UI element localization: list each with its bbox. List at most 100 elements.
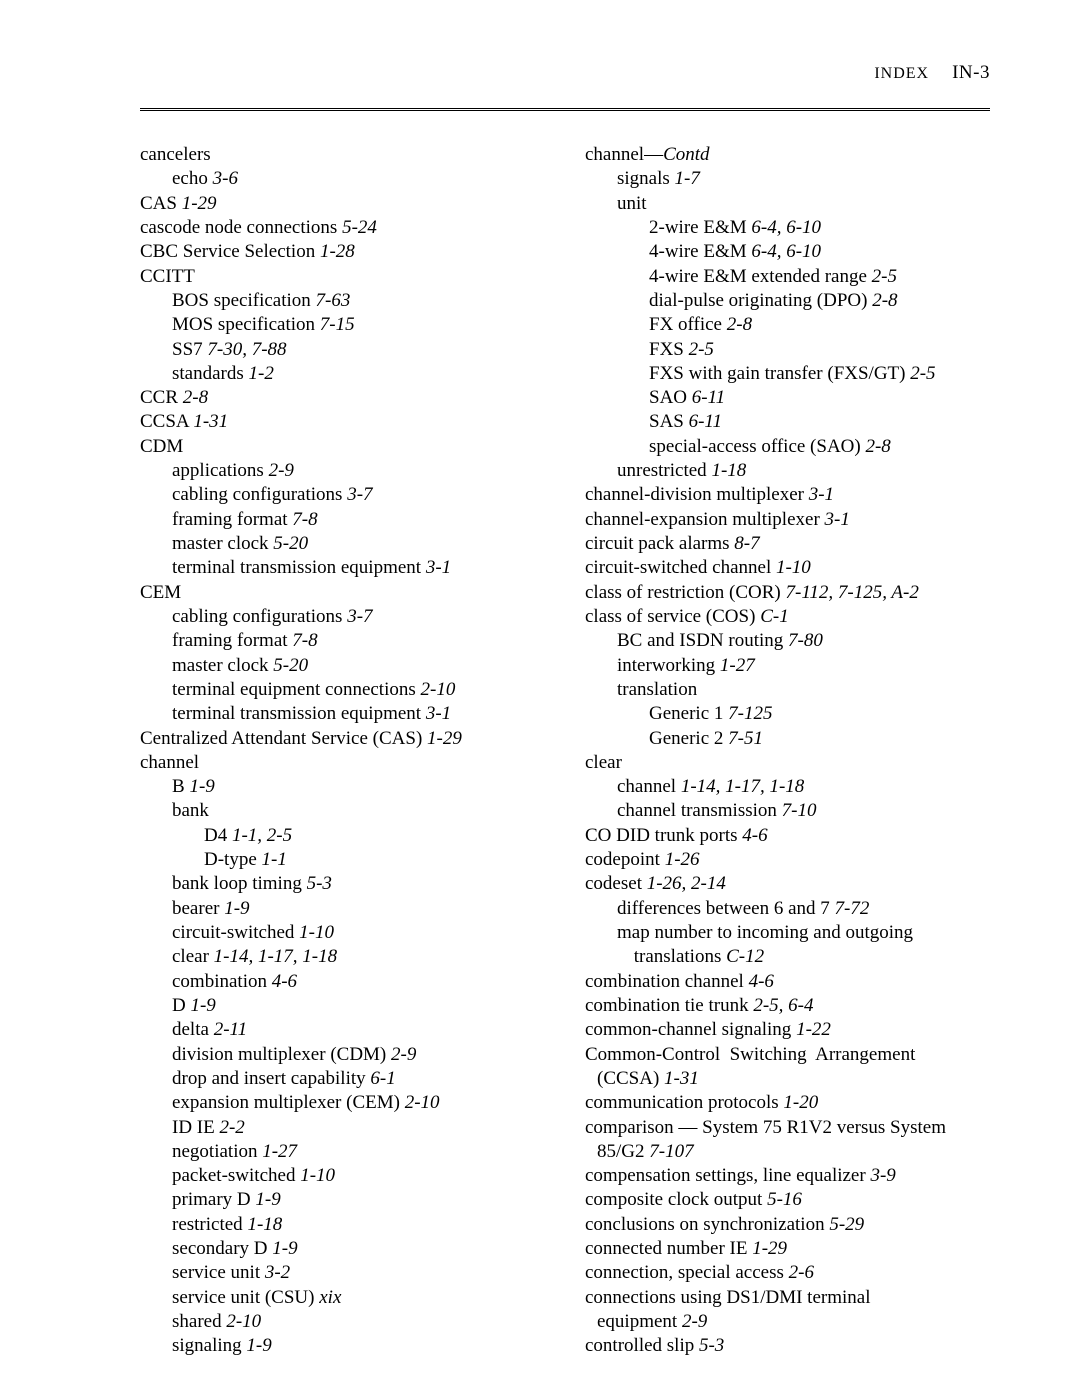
header-label: INDEX	[874, 65, 929, 82]
locator: 3-6	[213, 168, 238, 189]
locator: 2-9	[391, 1044, 416, 1065]
locator: 5-3	[699, 1335, 724, 1356]
index-entry: controlled slip 5-3	[585, 1334, 990, 1358]
locator: 5-20	[273, 533, 308, 554]
page: INDEX IN-3 cancelersecho 3-6CAS 1-29casc…	[0, 0, 1080, 1393]
index-entry: connections using DS1/DMI terminal	[585, 1286, 990, 1310]
index-entry: master clock 5-20	[140, 532, 545, 556]
index-entry: drop and insert capability 6-1	[140, 1067, 545, 1091]
index-entry: FXS with gain transfer (FXS/GT) 2-5	[585, 362, 990, 386]
index-entry: shared 2-10	[140, 1310, 545, 1334]
locator: 2-5	[872, 266, 897, 287]
locator: 2-9	[269, 460, 294, 481]
index-entry: connected number IE 1-29	[585, 1237, 990, 1261]
index-entry: composite clock output 5-16	[585, 1188, 990, 1212]
index-entry: clear	[585, 751, 990, 775]
index-entry: map number to incoming and outgoing	[585, 921, 990, 945]
locator: xix	[319, 1287, 341, 1308]
index-entry: channel	[140, 751, 545, 775]
index-entry: special-access office (SAO) 2-8	[585, 435, 990, 459]
locator: 1-27	[262, 1141, 297, 1162]
index-entry: cabling configurations 3-7	[140, 483, 545, 507]
index-entry: cascode node connections 5-24	[140, 216, 545, 240]
locator: C-1	[760, 606, 789, 627]
locator: 6-11	[689, 411, 722, 432]
locator: 7-72	[835, 898, 870, 919]
index-entry: translations C-12	[585, 945, 990, 969]
index-entry: signaling 1-9	[140, 1334, 545, 1358]
index-entry: restricted 1-18	[140, 1213, 545, 1237]
locator: 2-8	[183, 387, 208, 408]
locator: 3-1	[825, 509, 850, 530]
locator: 1-10	[299, 922, 334, 943]
index-entry: CO DID trunk ports 4-6	[585, 824, 990, 848]
index-entry: service unit 3-2	[140, 1261, 545, 1285]
index-entry: circuit pack alarms 8-7	[585, 532, 990, 556]
index-entry: echo 3-6	[140, 167, 545, 191]
locator: 1-9	[255, 1189, 280, 1210]
locator: 2-5, 6-4	[753, 995, 813, 1016]
index-entry: SAS 6-11	[585, 410, 990, 434]
index-entry: equipment 2-9	[585, 1310, 990, 1334]
locator: 5-16	[767, 1189, 802, 1210]
locator: 7-10	[782, 800, 817, 821]
index-entry: 4-wire E&M extended range 2-5	[585, 265, 990, 289]
index-entry: CCITT	[140, 265, 545, 289]
locator: Contd	[663, 144, 709, 165]
index-entry: circuit-switched channel 1-10	[585, 556, 990, 580]
locator: 1-10	[300, 1165, 335, 1186]
index-entry: 4-wire E&M 6-4, 6-10	[585, 240, 990, 264]
index-entry: combination channel 4-6	[585, 970, 990, 994]
locator: 1-1, 2-5	[232, 825, 292, 846]
locator: 5-29	[829, 1214, 864, 1235]
locator: 2-8	[865, 436, 890, 457]
index-entry: compensation settings, line equalizer 3-…	[585, 1164, 990, 1188]
index-entry: FXS 2-5	[585, 338, 990, 362]
locator: 1-2	[249, 363, 274, 384]
locator: 1-29	[427, 728, 462, 749]
index-entry: codepoint 1-26	[585, 848, 990, 872]
locator: 2-10	[405, 1092, 440, 1113]
locator: 1-9	[272, 1238, 297, 1259]
locator: C-12	[726, 946, 764, 967]
index-entry: CCR 2-8	[140, 386, 545, 410]
locator: 1-9	[189, 776, 214, 797]
locator: 1-9	[190, 995, 215, 1016]
index-entry: clear 1-14, 1-17, 1-18	[140, 945, 545, 969]
header-rule	[140, 108, 990, 115]
index-entry: SS7 7-30, 7-88	[140, 338, 545, 362]
index-entry: interworking 1-27	[585, 654, 990, 678]
index-entry: comparison — System 75 R1V2 versus Syste…	[585, 1116, 990, 1140]
locator: 1-29	[182, 193, 217, 214]
locator: 6-11	[692, 387, 725, 408]
left-column: cancelersecho 3-6CAS 1-29cascode node co…	[140, 143, 545, 1359]
index-entry: differences between 6 and 7 7-72	[585, 897, 990, 921]
index-entry: channel-division multiplexer 3-1	[585, 483, 990, 507]
index-entry: terminal equipment connections 2-10	[140, 678, 545, 702]
index-entry: ID IE 2-2	[140, 1116, 545, 1140]
locator: 1-14, 1-17, 1-18	[214, 946, 337, 967]
index-entry: delta 2-11	[140, 1018, 545, 1042]
locator: 1-22	[796, 1019, 831, 1040]
index-entry: combination tie trunk 2-5, 6-4	[585, 994, 990, 1018]
locator: 2-6	[789, 1262, 814, 1283]
index-entry: D4 1-1, 2-5	[140, 824, 545, 848]
index-entry: unrestricted 1-18	[585, 459, 990, 483]
locator: 2-2	[219, 1117, 244, 1138]
index-entry: B 1-9	[140, 775, 545, 799]
index-entry: division multiplexer (CDM) 2-9	[140, 1043, 545, 1067]
index-entry: packet-switched 1-10	[140, 1164, 545, 1188]
locator: 3-2	[265, 1262, 290, 1283]
locator: 7-63	[316, 290, 351, 311]
locator: 2-5	[689, 339, 714, 360]
locator: 1-9	[224, 898, 249, 919]
right-column: channel—Contdsignals 1-7unit2-wire E&M 6…	[585, 143, 990, 1359]
locator: 7-15	[320, 314, 355, 335]
index-entry: primary D 1-9	[140, 1188, 545, 1212]
locator: 4-6	[272, 971, 297, 992]
index-entry: circuit-switched 1-10	[140, 921, 545, 945]
locator: 3-9	[870, 1165, 895, 1186]
index-entry: CCSA 1-31	[140, 410, 545, 434]
locator: 1-29	[752, 1238, 787, 1259]
index-entry: unit	[585, 192, 990, 216]
